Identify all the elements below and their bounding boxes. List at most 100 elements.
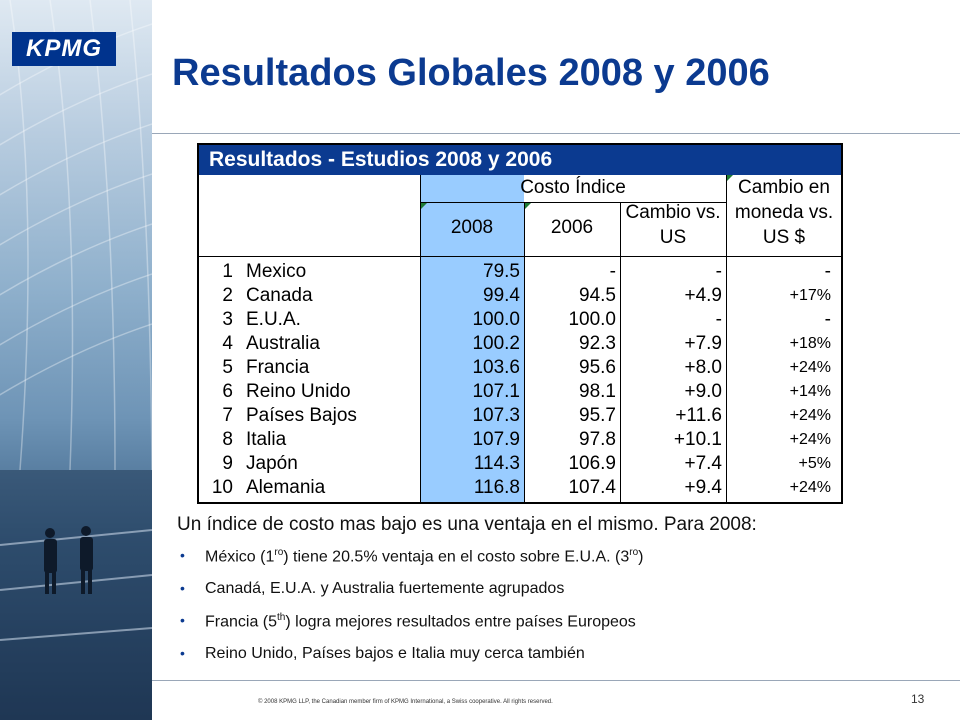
header-costo-indice: Costo Índice bbox=[520, 177, 626, 198]
slide-title: Resultados Globales 2008 y 2006 bbox=[172, 52, 770, 94]
table-header-bar: Resultados - Estudios 2008 y 2006 bbox=[199, 145, 841, 175]
table-title: Resultados - Estudios 2008 y 2006 bbox=[209, 148, 553, 171]
grid-line bbox=[524, 203, 525, 502]
rank-cell: 10 bbox=[211, 477, 233, 498]
header-cambio-moneda-3: US $ bbox=[762, 227, 806, 248]
table-row: 1 Mexico 79.5 - - - bbox=[199, 261, 841, 285]
bullet-icon: • bbox=[180, 645, 185, 661]
country-cell: Francia bbox=[246, 357, 310, 378]
grid-line bbox=[726, 175, 727, 502]
rank-cell: 4 bbox=[222, 333, 233, 354]
bullet-text: Canadá, E.U.A. y Australia fuertemente a… bbox=[205, 580, 565, 597]
change-vs-us-cell: +9.4 bbox=[684, 477, 722, 498]
value-2006-cell: 94.5 bbox=[579, 285, 616, 306]
currency-change-cell: +17% bbox=[789, 287, 831, 304]
header-cambio-vs-1: Cambio vs. bbox=[625, 202, 721, 223]
currency-change-cell: +18% bbox=[789, 335, 831, 352]
grid-line bbox=[420, 202, 726, 203]
footer-divider bbox=[152, 680, 960, 681]
rank-cell: 9 bbox=[222, 453, 233, 474]
superscript: ro bbox=[274, 547, 284, 558]
country-cell: E.U.A. bbox=[246, 309, 301, 330]
title-divider bbox=[152, 133, 960, 134]
change-vs-us-cell: +7.4 bbox=[684, 453, 722, 474]
value-2008-cell: 100.0 bbox=[472, 309, 520, 330]
currency-change-cell: +14% bbox=[789, 383, 831, 400]
change-vs-us-cell: +8.0 bbox=[684, 357, 722, 378]
value-2008-cell: 99.4 bbox=[483, 285, 520, 306]
bullet-text: México (1ro) tiene 20.5% ventaja en el c… bbox=[205, 547, 643, 566]
currency-change-cell: +24% bbox=[789, 479, 831, 496]
currency-change-cell: +24% bbox=[789, 431, 831, 448]
country-cell: Reino Unido bbox=[246, 381, 351, 402]
logo-text: KPMG bbox=[26, 35, 102, 62]
rank-cell: 7 bbox=[222, 405, 233, 426]
currency-change-cell: +5% bbox=[798, 455, 831, 472]
value-2006-cell: 100.0 bbox=[568, 309, 616, 330]
currency-change-cell: - bbox=[824, 261, 831, 282]
header-cambio-vs-2: US bbox=[659, 227, 687, 248]
results-table: Resultados - Estudios 2008 y 2006 Costo … bbox=[197, 143, 843, 504]
change-vs-us-cell: - bbox=[715, 309, 722, 330]
rank-cell: 8 bbox=[222, 429, 233, 450]
value-2006-cell: 98.1 bbox=[579, 381, 616, 402]
rank-cell: 1 bbox=[222, 261, 233, 282]
side-photo-panel: KPMG bbox=[0, 0, 152, 720]
change-vs-us-cell: - bbox=[715, 261, 722, 282]
table-row: 8 Italia 107.9 97.8 +10.1 +24% bbox=[199, 429, 841, 453]
grid-line bbox=[620, 203, 621, 502]
country-cell: Canada bbox=[246, 285, 313, 306]
currency-change-cell: +24% bbox=[789, 407, 831, 424]
table-row: 5 Francia 103.6 95.6 +8.0 +24% bbox=[199, 357, 841, 381]
cell-marker bbox=[525, 203, 531, 209]
cell-marker bbox=[727, 175, 733, 181]
table-row: 7 Países Bajos 107.3 95.7 +11.6 +24% bbox=[199, 405, 841, 429]
highlight-column-2008 bbox=[420, 175, 524, 502]
bullet-text: Francia (5th) logra mejores resultados e… bbox=[205, 612, 636, 631]
bullet-text: Reino Unido, Países bajos e Italia muy c… bbox=[205, 645, 585, 662]
country-cell: Países Bajos bbox=[246, 405, 357, 426]
table-row: 4 Australia 100.2 92.3 +7.9 +18% bbox=[199, 333, 841, 357]
bullet-icon: • bbox=[180, 612, 185, 628]
value-2006-cell: 97.8 bbox=[579, 429, 616, 450]
grid-line bbox=[199, 256, 841, 257]
value-2008-cell: 107.1 bbox=[472, 381, 520, 402]
header-cambio-moneda-1: Cambio en bbox=[738, 177, 830, 198]
bullet-text-part: ) tiene 20.5% ventaja en el costo sobre … bbox=[283, 548, 630, 566]
country-cell: Italia bbox=[246, 429, 287, 450]
bullet-text-part: ) logra mejores resultados entre países … bbox=[285, 613, 636, 631]
bullet-text-part: ) bbox=[638, 548, 644, 566]
country-cell: Japón bbox=[246, 453, 298, 474]
copyright-text: © 2008 KPMG LLP, the Canadian member fir… bbox=[258, 699, 553, 705]
change-vs-us-cell: +9.0 bbox=[684, 381, 722, 402]
value-2006-cell: - bbox=[609, 261, 616, 282]
header-2008: 2008 bbox=[450, 217, 494, 238]
bullet-text-part: Francia (5 bbox=[205, 613, 278, 631]
value-2008-cell: 79.5 bbox=[483, 261, 520, 282]
currency-change-cell: +24% bbox=[789, 359, 831, 376]
currency-change-cell: - bbox=[824, 309, 831, 330]
country-cell: Mexico bbox=[246, 261, 307, 282]
value-2006-cell: 107.4 bbox=[568, 477, 616, 498]
notes-intro: Un índice de costo mas bajo es una venta… bbox=[177, 514, 757, 535]
rank-cell: 2 bbox=[222, 285, 233, 306]
bullet-icon: • bbox=[180, 580, 185, 596]
value-2008-cell: 103.6 bbox=[472, 357, 520, 378]
rank-cell: 3 bbox=[222, 309, 233, 330]
country-cell: Alemania bbox=[246, 477, 326, 498]
bullet-icon: • bbox=[180, 547, 185, 563]
table-row: 3 E.U.A. 100.0 100.0 - - bbox=[199, 309, 841, 333]
value-2006-cell: 106.9 bbox=[568, 453, 616, 474]
country-cell: Australia bbox=[246, 333, 320, 354]
cell-marker bbox=[421, 203, 427, 209]
value-2008-cell: 107.3 bbox=[472, 405, 520, 426]
value-2008-cell: 100.2 bbox=[472, 333, 520, 354]
value-2006-cell: 92.3 bbox=[579, 333, 616, 354]
table-row: 10 Alemania 116.8 107.4 +9.4 +24% bbox=[199, 477, 841, 501]
superscript: th bbox=[277, 612, 286, 623]
change-vs-us-cell: +11.6 bbox=[675, 405, 722, 426]
rank-cell: 5 bbox=[222, 357, 233, 378]
change-vs-us-cell: +4.9 bbox=[684, 285, 722, 306]
bullet-text-part: México (1 bbox=[205, 548, 275, 566]
table-row: 9 Japón 114.3 106.9 +7.4 +5% bbox=[199, 453, 841, 477]
